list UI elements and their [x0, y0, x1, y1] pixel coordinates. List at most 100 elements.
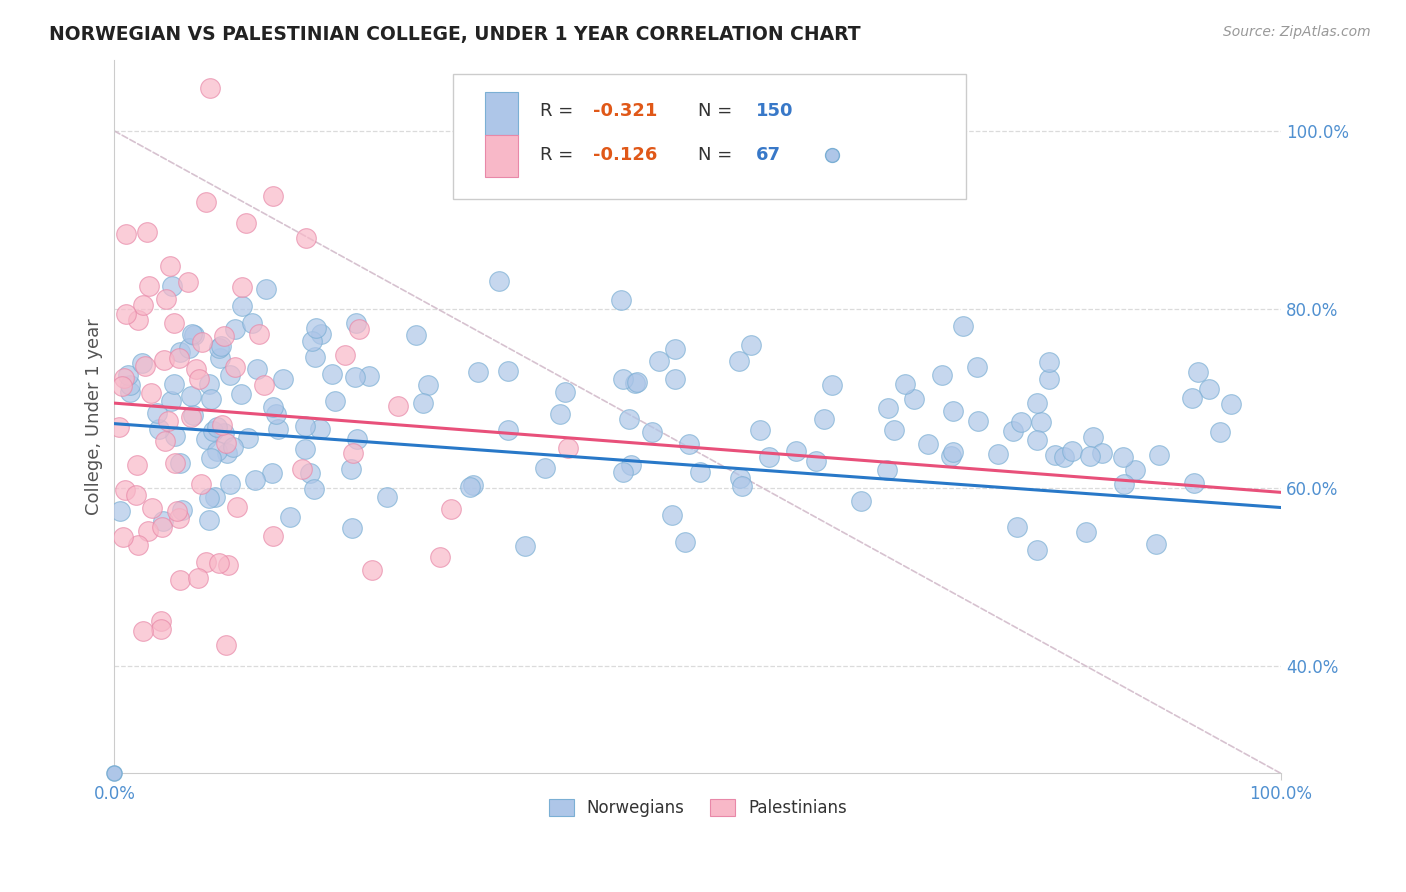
Point: [554, 385, 576, 400]
Point: [294, 419, 316, 434]
Point: [876, 401, 898, 416]
Point: [149, 622, 172, 636]
Point: [626, 376, 648, 390]
Point: [201, 424, 224, 438]
Point: [163, 376, 186, 391]
Point: [231, 299, 253, 313]
Point: [127, 313, 149, 327]
Text: 67: 67: [756, 145, 780, 163]
Point: [222, 440, 245, 454]
Point: [1144, 537, 1167, 551]
Point: [1180, 391, 1202, 405]
Point: [208, 351, 231, 365]
Point: [224, 359, 246, 374]
Point: [966, 359, 988, 374]
Point: [118, 378, 141, 392]
Point: [170, 503, 193, 517]
Point: [177, 341, 200, 355]
Point: [153, 353, 176, 368]
Point: [749, 423, 772, 437]
Point: [1219, 397, 1241, 411]
Point: [148, 422, 170, 436]
Point: [804, 453, 827, 467]
Point: [344, 316, 367, 330]
Point: [115, 227, 138, 242]
Point: [117, 368, 139, 383]
Point: [342, 521, 364, 535]
Point: [347, 322, 370, 336]
Point: [673, 535, 696, 549]
Point: [235, 216, 257, 230]
Point: [218, 368, 240, 382]
Point: [894, 376, 917, 391]
Legend: Norwegians, Palestinians: Norwegians, Palestinians: [540, 791, 855, 826]
Point: [917, 437, 939, 451]
Point: [387, 399, 409, 413]
Point: [208, 556, 231, 570]
Point: [1184, 476, 1206, 491]
Point: [231, 280, 253, 294]
Text: R =: R =: [540, 102, 579, 120]
Point: [200, 81, 222, 95]
Point: [617, 411, 640, 425]
Point: [664, 371, 686, 385]
Point: [1038, 355, 1060, 369]
Point: [1187, 365, 1209, 379]
Point: [1198, 382, 1220, 396]
Point: [1081, 430, 1104, 444]
Point: [1002, 424, 1025, 438]
Point: [357, 368, 380, 383]
Point: [243, 473, 266, 487]
Point: [262, 529, 284, 543]
Point: [208, 341, 231, 355]
Point: [131, 355, 153, 369]
Point: [219, 477, 242, 491]
Point: [290, 461, 312, 475]
Point: [488, 274, 510, 288]
Point: [1026, 396, 1049, 410]
Point: [156, 414, 179, 428]
Point: [1025, 542, 1047, 557]
Point: [226, 500, 249, 515]
Point: [264, 407, 287, 421]
Point: [169, 456, 191, 470]
Point: [942, 445, 965, 459]
Point: [167, 510, 190, 524]
Point: [467, 365, 489, 379]
Point: [205, 420, 228, 434]
Point: [624, 376, 647, 390]
Point: [212, 329, 235, 343]
Point: [496, 423, 519, 437]
Point: [108, 504, 131, 518]
Text: -0.321: -0.321: [593, 102, 657, 120]
Point: [728, 353, 751, 368]
Point: [883, 423, 905, 437]
Point: [1005, 520, 1028, 534]
Point: [1091, 446, 1114, 460]
Point: [612, 465, 634, 479]
Point: [942, 403, 965, 417]
FancyBboxPatch shape: [485, 135, 517, 178]
Point: [191, 334, 214, 349]
Point: [612, 372, 634, 386]
Point: [271, 371, 294, 385]
Point: [342, 446, 364, 460]
Point: [149, 614, 172, 628]
Point: [163, 456, 186, 470]
Point: [211, 418, 233, 433]
Point: [813, 412, 835, 426]
Point: [513, 540, 536, 554]
Point: [152, 514, 174, 528]
Point: [309, 327, 332, 342]
Text: N =: N =: [697, 145, 733, 163]
Point: [217, 446, 239, 460]
Point: [849, 494, 872, 508]
Point: [678, 436, 700, 450]
Point: [1112, 450, 1135, 464]
Point: [229, 387, 252, 401]
Point: [125, 458, 148, 472]
Point: [150, 520, 173, 534]
Point: [215, 436, 238, 450]
Point: [298, 466, 321, 480]
Point: [163, 429, 186, 443]
